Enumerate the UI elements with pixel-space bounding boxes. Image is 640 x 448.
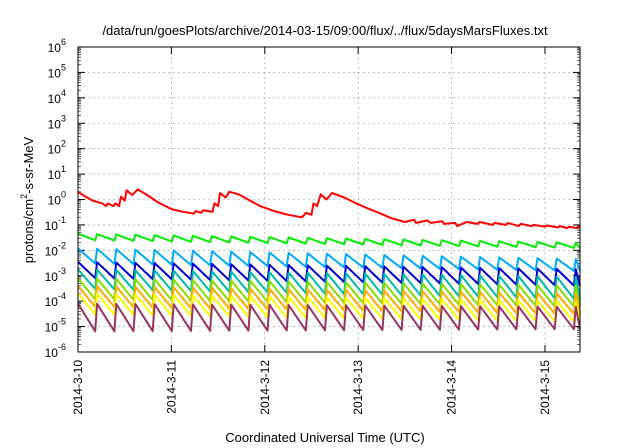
x-tick-label: 2014-3-11 <box>164 360 178 414</box>
series-line-4 <box>77 261 581 287</box>
y-tick-labels: 10-6 10-5 10-4 10-3 10-2 10-1 100 101 102 103 104 1… <box>45 37 66 360</box>
y-tick-label: 103 <box>48 113 66 131</box>
series-line-1 <box>77 188 581 230</box>
series-line-2 <box>77 232 581 249</box>
x-tick-label: 2014-3-14 <box>445 360 459 415</box>
x-tick-label: 2014-3-10 <box>71 360 85 415</box>
series-line-5 <box>77 268 581 300</box>
series-lines <box>77 188 581 333</box>
y-tick-label: 10-5 <box>45 317 66 335</box>
y-axis-label: protons/cm2-s-sr-MeV <box>19 136 36 263</box>
x-tick-labels: 2014-3-10 2014-3-11 2014-3-12 2014-3-13 2014… <box>71 360 552 415</box>
series-line-9 <box>77 302 581 333</box>
series-line-3 <box>77 247 581 272</box>
y-tick-label: 10-1 <box>45 215 66 233</box>
series-line-7 <box>77 285 581 316</box>
y-tick-label: 10-3 <box>45 266 66 284</box>
plot-frame <box>77 46 581 353</box>
y-tick-label: 10-2 <box>45 240 66 258</box>
x-tick-label: 2014-3-12 <box>258 360 272 415</box>
x-tick-label: 2014-3-15 <box>538 360 552 415</box>
y-tick-label: 104 <box>48 88 66 106</box>
series-line-6 <box>77 277 581 308</box>
y-tick-label: 10-4 <box>45 291 66 309</box>
y-tick-label: 100 <box>48 190 66 208</box>
x-axis-label: Coordinated Universal Time (UTC) <box>225 430 424 445</box>
y-tick-label: 101 <box>48 164 66 182</box>
y-tick-label: 102 <box>48 139 66 157</box>
y-tick-label: 105 <box>48 62 66 80</box>
y-tick-label: 10-6 <box>45 342 66 360</box>
y-tick-label: 106 <box>48 37 66 55</box>
x-tick-label: 2014-3-13 <box>351 360 365 415</box>
series-line-8 <box>77 292 581 323</box>
chart-title: /data/run/goesPlots/archive/2014-03-15/0… <box>102 23 548 38</box>
